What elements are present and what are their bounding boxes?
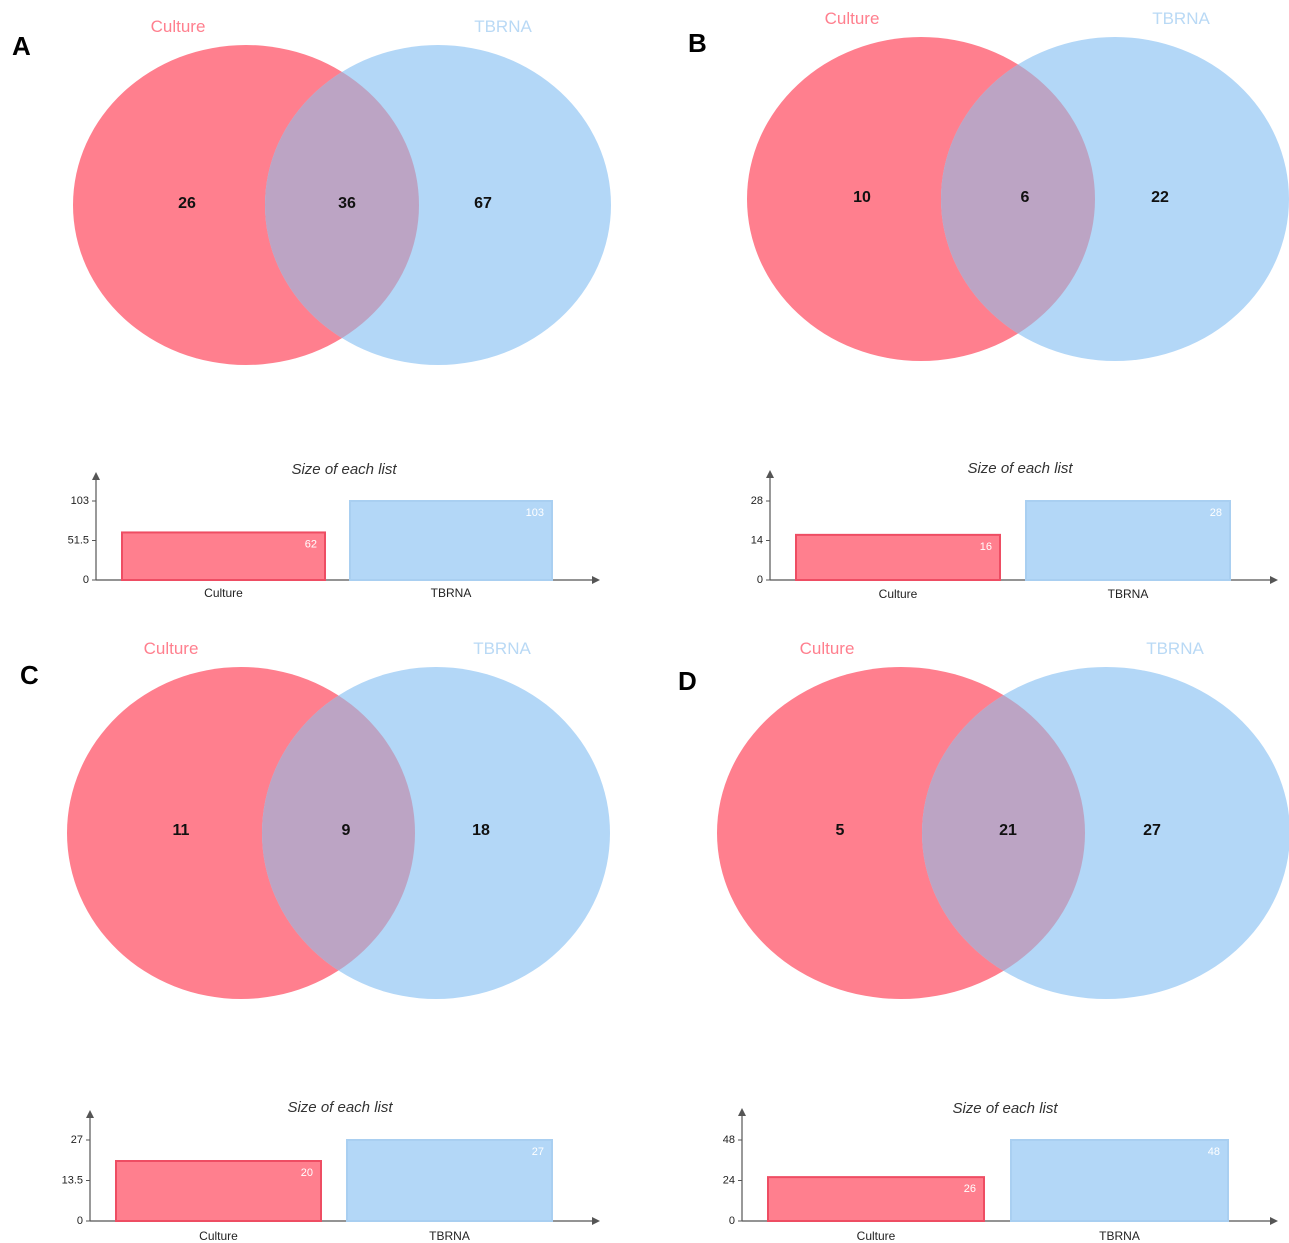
count-tbrna-only: 18 xyxy=(472,822,490,839)
y-tick-label: 14 xyxy=(751,534,763,546)
count-tbrna-only: 22 xyxy=(1151,189,1169,206)
panel-letter: A xyxy=(12,31,31,61)
bar-chart: Size of each list 0 24 48 26 Culture 48 TBRNA xyxy=(723,1100,1278,1243)
bar-chart-title: Size of each list xyxy=(287,1099,393,1116)
bar-tbrna xyxy=(346,1139,553,1222)
x-axis-arrow xyxy=(592,1217,600,1225)
count-both: 21 xyxy=(999,822,1017,839)
bar-culture xyxy=(121,531,326,581)
count-culture-only: 11 xyxy=(173,822,190,839)
category-label: Culture xyxy=(879,587,918,601)
panel-letter: B xyxy=(688,28,707,58)
count-both: 6 xyxy=(1021,189,1030,206)
y-axis-arrow xyxy=(86,1110,94,1118)
bar-chart: Size of each list 0 51.5 103 62 Culture 103 TBR… xyxy=(68,461,600,600)
panel-b: B Culture TBRNA 10 6 22 Size of each list 0 14 28… xyxy=(688,9,1289,601)
bar-culture xyxy=(115,1160,322,1222)
x-axis-arrow xyxy=(1270,1217,1278,1225)
count-tbrna-only: 67 xyxy=(474,195,492,212)
set-label-culture: Culture xyxy=(144,639,199,658)
y-tick-label: 28 xyxy=(751,495,763,507)
bar-value-label: 28 xyxy=(1210,507,1222,519)
set-label-tbrna: TBRNA xyxy=(473,639,531,658)
count-both: 9 xyxy=(342,822,351,839)
set-label-tbrna: TBRNA xyxy=(1146,639,1204,658)
bar-culture xyxy=(795,533,1001,581)
set-label-culture: Culture xyxy=(151,17,206,36)
bar-chart-title: Size of each list xyxy=(952,1100,1058,1117)
y-tick-label: 0 xyxy=(83,574,89,586)
bar-value-label: 26 xyxy=(964,1183,976,1195)
y-tick-label: 0 xyxy=(77,1215,83,1227)
bar-chart-title: Size of each list xyxy=(967,460,1073,477)
venn-overlap xyxy=(265,45,419,365)
bar-tbrna xyxy=(1025,500,1231,581)
category-label: TBRNA xyxy=(1108,587,1149,601)
category-label: Culture xyxy=(199,1229,238,1243)
venn-overlap xyxy=(922,667,1085,999)
y-tick-label: 0 xyxy=(757,574,763,586)
count-culture-only: 26 xyxy=(178,195,196,212)
y-axis-arrow xyxy=(92,472,100,480)
y-tick-label: 0 xyxy=(729,1215,735,1227)
x-axis-arrow xyxy=(1270,576,1278,584)
bar-value-label: 103 xyxy=(526,507,544,519)
set-label-tbrna: TBRNA xyxy=(474,17,532,36)
y-tick-label: 13.5 xyxy=(62,1174,83,1186)
bar-value-label: 48 xyxy=(1208,1146,1220,1158)
bar-chart-title: Size of each list xyxy=(291,461,397,478)
set-label-tbrna: TBRNA xyxy=(1152,9,1210,28)
bar-tbrna xyxy=(1010,1139,1229,1222)
panel-c: C Culture TBRNA 11 9 18 Size of each list 0 13.5… xyxy=(20,639,610,1243)
venn-overlap xyxy=(941,37,1095,361)
panel-a: A Culture TBRNA 26 36 67 Size of each list 0 51.… xyxy=(12,17,611,600)
count-tbrna-only: 27 xyxy=(1143,822,1161,839)
category-label: TBRNA xyxy=(431,586,472,600)
bar-value-label: 16 xyxy=(980,541,992,553)
category-label: TBRNA xyxy=(1099,1229,1140,1243)
x-axis-arrow xyxy=(592,576,600,584)
y-tick-label: 48 xyxy=(723,1134,735,1146)
category-label: Culture xyxy=(204,586,243,600)
set-label-culture: Culture xyxy=(800,639,855,658)
y-tick-label: 24 xyxy=(723,1174,735,1186)
category-label: Culture xyxy=(857,1229,896,1243)
bar-chart: Size of each list 0 14 28 16 Culture 28 TBRNA xyxy=(751,460,1278,601)
y-tick-label: 103 xyxy=(71,495,89,507)
bar-value-label: 27 xyxy=(532,1146,544,1158)
y-axis-arrow xyxy=(738,1108,746,1116)
bar-tbrna xyxy=(349,500,553,581)
venn-overlap xyxy=(262,667,415,999)
bar-culture xyxy=(767,1176,985,1222)
y-tick-label: 51.5 xyxy=(68,534,89,546)
panel-letter: D xyxy=(678,666,697,696)
count-culture-only: 10 xyxy=(853,189,871,206)
panel-d: D Culture TBRNA 5 21 27 Size of each list 0 24 48… xyxy=(678,639,1289,1243)
panel-letter: C xyxy=(20,660,39,690)
category-label: TBRNA xyxy=(429,1229,470,1243)
set-label-culture: Culture xyxy=(825,9,880,28)
y-axis-arrow xyxy=(766,470,774,478)
y-tick-label: 27 xyxy=(71,1134,83,1146)
count-both: 36 xyxy=(338,195,356,212)
count-culture-only: 5 xyxy=(836,822,845,839)
bar-value-label: 20 xyxy=(301,1167,313,1179)
bar-chart: Size of each list 0 13.5 27 20 Culture 27 TBRNA xyxy=(62,1099,600,1243)
bar-value-label: 62 xyxy=(305,538,317,550)
